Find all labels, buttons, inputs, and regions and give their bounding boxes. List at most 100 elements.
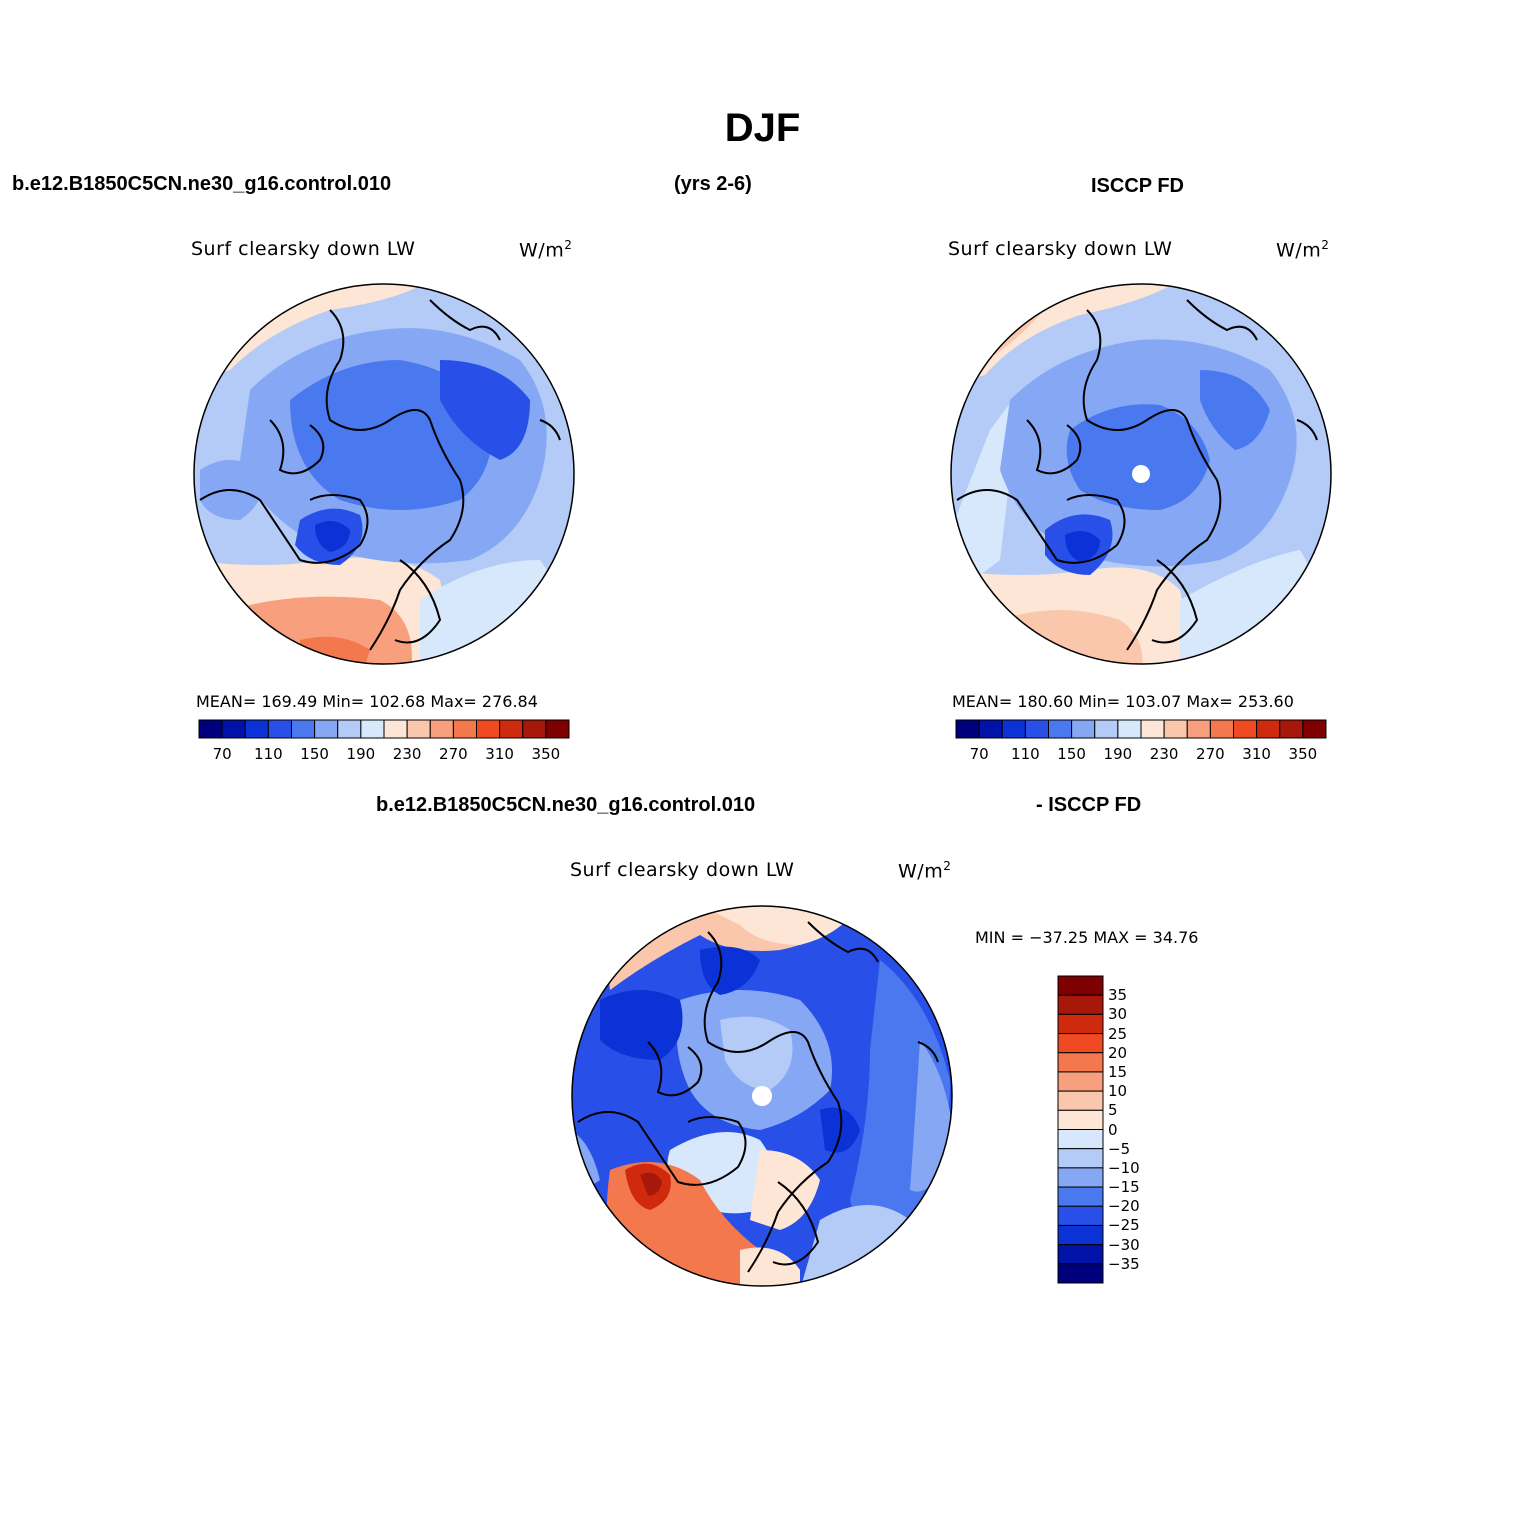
- colorbar-swatch: [1209, 719, 1234, 739]
- case-name-label: b.e12.B1850C5CN.ne30_g16.control.010: [12, 173, 392, 195]
- diff-case-label: b.e12.B1850C5CN.ne30_g16.control.010: [376, 794, 756, 816]
- obs-colorbar: [955, 719, 1327, 739]
- colorbar-tick-label: 110: [1011, 745, 1040, 763]
- model-variable-label: Surf clearsky down LW: [191, 238, 416, 260]
- colorbar-swatch: [545, 719, 570, 739]
- colorbar-swatch: [1057, 1186, 1104, 1207]
- colorbar-tick-label: 310: [485, 745, 514, 763]
- colorbar-swatch: [383, 719, 408, 739]
- colorbar-tick-label: −5: [1108, 1139, 1131, 1158]
- obs-name-label: ISCCP FD: [1091, 175, 1184, 197]
- colorbar-tick-label: −20: [1108, 1197, 1140, 1216]
- colorbar-swatch: [1057, 1244, 1104, 1265]
- colorbar-swatch: [1057, 1148, 1104, 1169]
- obs-variable-label: Surf clearsky down LW: [948, 238, 1173, 260]
- colorbar-swatch: [1117, 719, 1142, 739]
- model-stats: MEAN= 169.49 Min= 102.68 Max= 276.84: [196, 692, 538, 711]
- diff-units-label: W/m2: [898, 859, 952, 883]
- colorbar-tick-label: 35: [1108, 986, 1128, 1005]
- colorbar-swatch: [1057, 1090, 1104, 1111]
- colorbar-swatch: [1302, 719, 1327, 739]
- colorbar-tick-label: 15: [1108, 1062, 1128, 1081]
- colorbar-swatch: [1057, 1167, 1104, 1188]
- colorbar-swatch: [522, 719, 547, 739]
- colorbar-swatch: [452, 719, 477, 739]
- colorbar-swatch: [314, 719, 339, 739]
- colorbar-tick-label: 5: [1108, 1101, 1118, 1120]
- years-label: (yrs 2-6): [674, 173, 752, 195]
- colorbar-swatch: [978, 719, 1003, 739]
- colorbar-swatch: [1024, 719, 1049, 739]
- obs-stats: MEAN= 180.60 Min= 103.07 Max= 253.60: [952, 692, 1294, 711]
- colorbar-tick-label: 25: [1108, 1024, 1128, 1043]
- colorbar-tick-label: 230: [1149, 745, 1179, 763]
- colorbar-tick-label: 270: [439, 745, 468, 763]
- colorbar-swatch: [1057, 1205, 1104, 1226]
- colorbar-swatch: [1057, 1052, 1104, 1073]
- obs-polar-map: [951, 284, 1331, 664]
- colorbar-tick-label: 20: [1108, 1043, 1128, 1062]
- colorbar-tick-label: 190: [1103, 745, 1133, 763]
- colorbar-swatch: [1057, 1129, 1104, 1150]
- colorbar-swatch: [1001, 719, 1026, 739]
- colorbar-swatch: [1048, 719, 1073, 739]
- obs-units-label: W/m2: [1276, 238, 1330, 262]
- diff-map-border: [571, 905, 953, 1287]
- colorbar-swatch: [1279, 719, 1304, 739]
- colorbar-swatch: [1057, 975, 1104, 996]
- colorbar-tick-label: 150: [300, 745, 329, 763]
- colorbar-swatch: [221, 719, 246, 739]
- colorbar-tick-label: −30: [1108, 1235, 1140, 1254]
- colorbar-tick-label: 70: [212, 745, 232, 763]
- colorbar-swatch: [1233, 719, 1258, 739]
- diff-colorbar: [1057, 975, 1104, 1284]
- colorbar-swatch: [1057, 1263, 1104, 1284]
- colorbar-swatch: [1071, 719, 1096, 739]
- diff-polar-map: [572, 906, 952, 1286]
- figure-title: DJF: [724, 106, 801, 150]
- colorbar-swatch: [1057, 1013, 1104, 1035]
- colorbar-tick-label: 270: [1196, 745, 1225, 763]
- colorbar-swatch: [1163, 719, 1188, 739]
- colorbar-swatch: [955, 719, 980, 739]
- colorbar-tick-label: 0: [1108, 1120, 1118, 1139]
- colorbar-swatch: [1057, 1109, 1104, 1130]
- colorbar-tick-label: −25: [1108, 1216, 1140, 1235]
- colorbar-tick-label: 310: [1242, 745, 1271, 763]
- colorbar-tick-label: 230: [392, 745, 422, 763]
- colorbar-swatch: [499, 719, 524, 739]
- colorbar-swatch: [267, 719, 292, 739]
- colorbar-swatch: [406, 719, 431, 739]
- colorbar-swatch: [1140, 719, 1165, 739]
- colorbar-swatch: [1256, 719, 1281, 739]
- colorbar-swatch: [337, 719, 362, 739]
- obs-map-border: [950, 283, 1332, 665]
- diff-stats: MIN = −37.25 MAX = 34.76: [975, 928, 1199, 947]
- model-colorbar: [198, 719, 570, 739]
- colorbar-swatch: [1057, 1224, 1104, 1246]
- colorbar-swatch: [1094, 719, 1119, 739]
- colorbar-swatch: [1186, 719, 1211, 739]
- colorbar-tick-label: 190: [346, 745, 376, 763]
- colorbar-tick-label: 350: [1288, 745, 1318, 763]
- colorbar-swatch: [360, 719, 385, 739]
- colorbar-tick-label: 110: [254, 745, 283, 763]
- colorbar-tick-label: 350: [531, 745, 561, 763]
- diff-variable-label: Surf clearsky down LW: [570, 859, 795, 881]
- colorbar-tick-label: 150: [1057, 745, 1086, 763]
- colorbar-swatch: [1057, 1071, 1104, 1092]
- model-map-border: [193, 283, 575, 665]
- colorbar-swatch: [476, 719, 501, 739]
- colorbar-swatch: [1057, 1033, 1104, 1054]
- colorbar-tick-label: 30: [1108, 1005, 1128, 1024]
- model-units-label: W/m2: [519, 238, 573, 262]
- colorbar-tick-label: −10: [1108, 1158, 1140, 1177]
- colorbar-swatch: [429, 719, 454, 739]
- colorbar-swatch: [244, 719, 269, 739]
- colorbar-tick-label: 10: [1108, 1082, 1128, 1101]
- colorbar-tick-label: −15: [1108, 1178, 1140, 1197]
- colorbar-tick-label: 70: [969, 745, 989, 763]
- colorbar-swatch: [291, 719, 316, 739]
- colorbar-tick-label: −35: [1108, 1254, 1140, 1273]
